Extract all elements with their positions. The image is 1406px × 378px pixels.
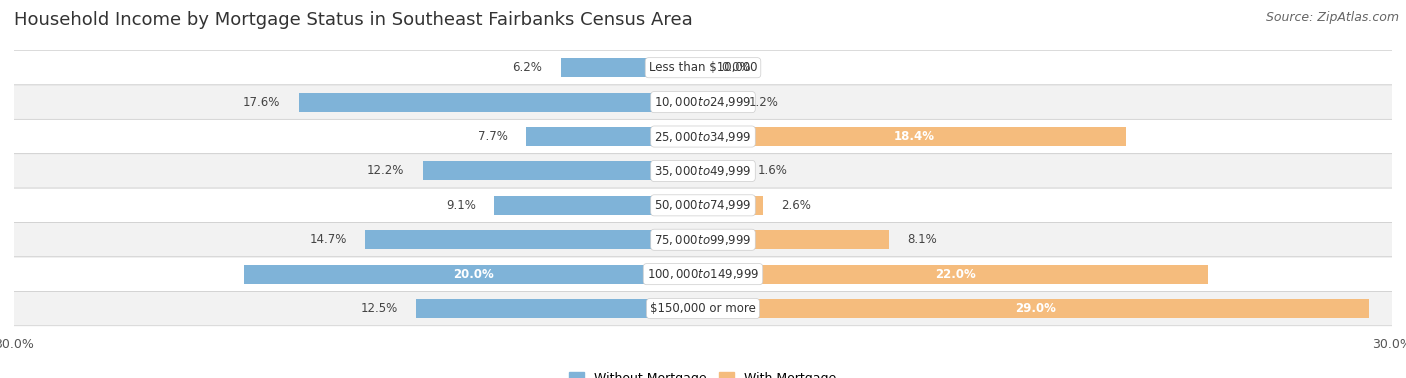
Bar	[526, 127, 703, 146]
FancyBboxPatch shape	[8, 223, 1398, 257]
Text: 22.0%: 22.0%	[935, 268, 976, 280]
Text: 0.0%: 0.0%	[721, 61, 751, 74]
Bar	[703, 299, 1369, 318]
Text: $100,000 to $149,999: $100,000 to $149,999	[647, 267, 759, 281]
Text: 12.5%: 12.5%	[360, 302, 398, 315]
FancyBboxPatch shape	[8, 119, 1398, 154]
Text: 12.2%: 12.2%	[367, 164, 405, 177]
Text: 17.6%: 17.6%	[243, 96, 280, 108]
Bar	[299, 93, 703, 112]
Text: 29.0%: 29.0%	[1015, 302, 1056, 315]
Text: 1.6%: 1.6%	[758, 164, 787, 177]
Text: 2.6%: 2.6%	[782, 199, 811, 212]
Text: $10,000 to $24,999: $10,000 to $24,999	[654, 95, 752, 109]
Text: $35,000 to $49,999: $35,000 to $49,999	[654, 164, 752, 178]
Text: 14.7%: 14.7%	[309, 233, 347, 246]
Bar	[416, 299, 703, 318]
Bar	[703, 196, 762, 215]
Text: 7.7%: 7.7%	[478, 130, 508, 143]
Text: 1.2%: 1.2%	[749, 96, 779, 108]
Bar	[561, 58, 703, 77]
Legend: Without Mortgage, With Mortgage: Without Mortgage, With Mortgage	[564, 367, 842, 378]
Bar	[243, 265, 703, 284]
Text: 6.2%: 6.2%	[512, 61, 543, 74]
Bar	[703, 127, 1126, 146]
Text: 18.4%: 18.4%	[894, 130, 935, 143]
FancyBboxPatch shape	[8, 85, 1398, 119]
FancyBboxPatch shape	[8, 188, 1398, 223]
FancyBboxPatch shape	[8, 51, 1398, 85]
Text: 9.1%: 9.1%	[446, 199, 475, 212]
Text: 20.0%: 20.0%	[453, 268, 494, 280]
Text: 8.1%: 8.1%	[907, 233, 938, 246]
FancyBboxPatch shape	[8, 291, 1398, 326]
Bar	[703, 230, 889, 249]
Bar	[423, 161, 703, 180]
Bar	[703, 265, 1208, 284]
Bar	[494, 196, 703, 215]
Bar	[703, 93, 731, 112]
Text: $75,000 to $99,999: $75,000 to $99,999	[654, 233, 752, 247]
FancyBboxPatch shape	[8, 154, 1398, 188]
Text: Less than $10,000: Less than $10,000	[648, 61, 758, 74]
Text: $25,000 to $34,999: $25,000 to $34,999	[654, 130, 752, 144]
Text: $50,000 to $74,999: $50,000 to $74,999	[654, 198, 752, 212]
Bar	[703, 161, 740, 180]
Text: Source: ZipAtlas.com: Source: ZipAtlas.com	[1265, 11, 1399, 24]
FancyBboxPatch shape	[8, 257, 1398, 291]
Bar	[366, 230, 703, 249]
Text: $150,000 or more: $150,000 or more	[650, 302, 756, 315]
Text: Household Income by Mortgage Status in Southeast Fairbanks Census Area: Household Income by Mortgage Status in S…	[14, 11, 693, 29]
